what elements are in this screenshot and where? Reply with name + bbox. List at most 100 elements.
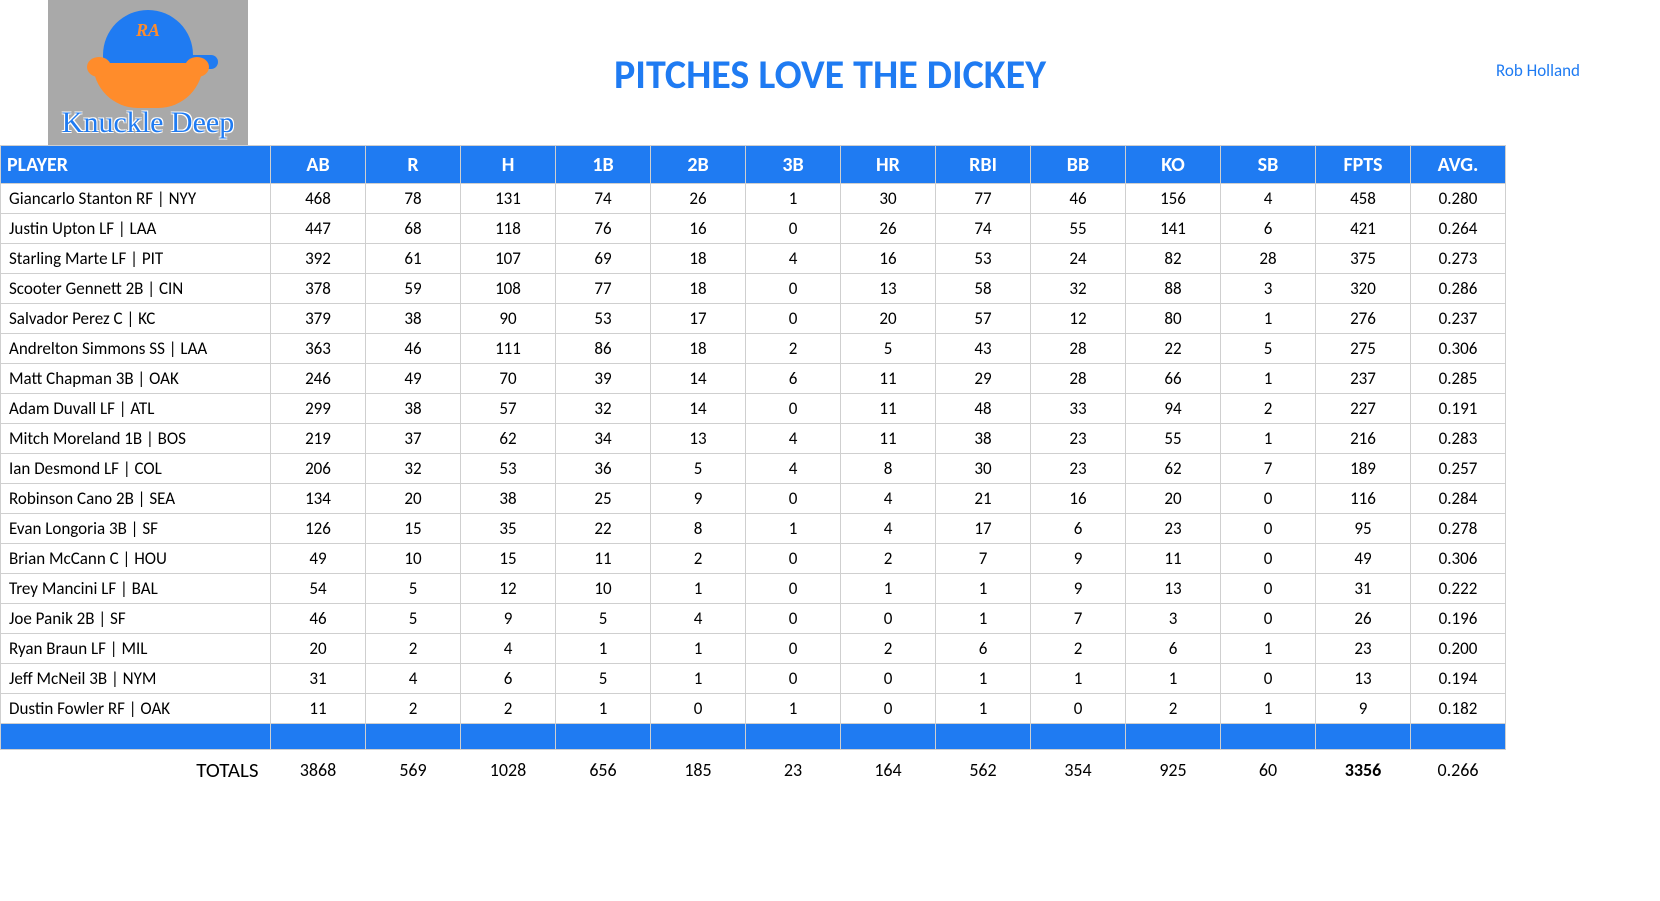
- stat-cell: 2: [651, 544, 746, 574]
- stat-cell: 0.182: [1411, 694, 1506, 724]
- stat-cell: 126: [271, 514, 366, 544]
- stat-cell: 1: [1126, 664, 1221, 694]
- stat-cell: 0: [1221, 574, 1316, 604]
- stat-cell: 32: [556, 394, 651, 424]
- stat-cell: 1: [556, 634, 651, 664]
- stat-cell: 0.194: [1411, 664, 1506, 694]
- stat-cell: 22: [1126, 334, 1221, 364]
- stat-cell: 23: [1126, 514, 1221, 544]
- stat-cell: 23: [1316, 634, 1411, 664]
- stat-cell: 1: [1221, 304, 1316, 334]
- stat-cell: 78: [366, 184, 461, 214]
- stat-cell: 53: [556, 304, 651, 334]
- stat-cell: 0: [746, 484, 841, 514]
- stat-cell: 25: [556, 484, 651, 514]
- table-row: Andrelton Simmons SS | LAA36346111861825…: [1, 334, 1506, 364]
- table-row: Salvador Perez C | KC3793890531702057128…: [1, 304, 1506, 334]
- stat-cell: 28: [1221, 244, 1316, 274]
- col-rbi: RBI: [936, 146, 1031, 184]
- stat-cell: 28: [1031, 364, 1126, 394]
- separator-row: [1, 724, 1506, 750]
- table-header-row: PLAYERABRH1B2B3BHRRBIBBKOSBFPTSAVG.: [1, 146, 1506, 184]
- stat-cell: 11: [841, 424, 936, 454]
- stat-cell: 20: [271, 634, 366, 664]
- stat-cell: 33: [1031, 394, 1126, 424]
- stat-cell: 14: [651, 364, 746, 394]
- table-row: Joe Panik 2B | SF465954001730260.196: [1, 604, 1506, 634]
- stat-cell: 80: [1126, 304, 1221, 334]
- stat-cell: 2: [1031, 634, 1126, 664]
- stat-cell: 0.278: [1411, 514, 1506, 544]
- stat-cell: 7: [1221, 454, 1316, 484]
- stat-cell: 458: [1316, 184, 1411, 214]
- stat-cell: 23: [1031, 424, 1126, 454]
- totals-cell: 185: [651, 750, 746, 790]
- stat-cell: 18: [651, 244, 746, 274]
- player-cell: Salvador Perez C | KC: [1, 304, 271, 334]
- stat-cell: 4: [841, 484, 936, 514]
- col-ab: AB: [271, 146, 366, 184]
- stat-cell: 34: [556, 424, 651, 454]
- stat-cell: 1: [651, 664, 746, 694]
- stat-cell: 0: [746, 604, 841, 634]
- stat-cell: 1: [1031, 664, 1126, 694]
- stat-cell: 1: [936, 574, 1031, 604]
- stat-cell: 0.257: [1411, 454, 1506, 484]
- stat-cell: 378: [271, 274, 366, 304]
- stat-cell: 2: [366, 634, 461, 664]
- col-bb: BB: [1031, 146, 1126, 184]
- player-cell: Justin Upton LF | LAA: [1, 214, 271, 244]
- stat-cell: 1: [1221, 424, 1316, 454]
- totals-row: TOTALS3868569102865618523164562354925603…: [1, 750, 1506, 790]
- stat-cell: 0: [841, 664, 936, 694]
- stat-cell: 4: [1221, 184, 1316, 214]
- col-r: R: [366, 146, 461, 184]
- stat-cell: 275: [1316, 334, 1411, 364]
- stat-cell: 0.237: [1411, 304, 1506, 334]
- stat-cell: 26: [651, 184, 746, 214]
- logo-script: Knuckle Deep: [62, 106, 234, 140]
- stat-cell: 26: [841, 214, 936, 244]
- author-name: Rob Holland: [1496, 60, 1580, 81]
- stat-cell: 0.286: [1411, 274, 1506, 304]
- player-cell: Jeff McNeil 3B | NYM: [1, 664, 271, 694]
- stat-cell: 0.264: [1411, 214, 1506, 244]
- stat-cell: 363: [271, 334, 366, 364]
- stat-cell: 36: [556, 454, 651, 484]
- stat-cell: 14: [651, 394, 746, 424]
- stat-cell: 156: [1126, 184, 1221, 214]
- player-cell: Andrelton Simmons SS | LAA: [1, 334, 271, 364]
- player-cell: Robinson Cano 2B | SEA: [1, 484, 271, 514]
- stat-cell: 1: [746, 184, 841, 214]
- stat-cell: 21: [936, 484, 1031, 514]
- stat-cell: 108: [461, 274, 556, 304]
- stat-cell: 16: [841, 244, 936, 274]
- stat-cell: 1: [746, 514, 841, 544]
- stat-cell: 0: [746, 544, 841, 574]
- stat-cell: 49: [1316, 544, 1411, 574]
- col-sb: SB: [1221, 146, 1316, 184]
- stat-cell: 10: [556, 574, 651, 604]
- player-cell: Giancarlo Stanton RF | NYY: [1, 184, 271, 214]
- stat-cell: 77: [936, 184, 1031, 214]
- col-hr: HR: [841, 146, 936, 184]
- stat-cell: 13: [651, 424, 746, 454]
- stat-cell: 62: [461, 424, 556, 454]
- stat-cell: 189: [1316, 454, 1411, 484]
- table-row: Starling Marte LF | PIT39261107691841653…: [1, 244, 1506, 274]
- table-row: Giancarlo Stanton RF | NYY46878131742613…: [1, 184, 1506, 214]
- stats-table: PLAYERABRH1B2B3BHRRBIBBKOSBFPTSAVG. Gian…: [0, 145, 1506, 790]
- col-player: PLAYER: [1, 146, 271, 184]
- player-cell: Scooter Gennett 2B | CIN: [1, 274, 271, 304]
- stat-cell: 18: [651, 334, 746, 364]
- stat-cell: 11: [271, 694, 366, 724]
- stat-cell: 0.191: [1411, 394, 1506, 424]
- stat-cell: 0: [841, 694, 936, 724]
- stat-cell: 0: [746, 304, 841, 334]
- col-fpts: FPTS: [1316, 146, 1411, 184]
- stat-cell: 0: [746, 634, 841, 664]
- stat-cell: 54: [271, 574, 366, 604]
- stat-cell: 0: [1221, 484, 1316, 514]
- table-row: Evan Longoria 3B | SF1261535228141762309…: [1, 514, 1506, 544]
- stat-cell: 37: [366, 424, 461, 454]
